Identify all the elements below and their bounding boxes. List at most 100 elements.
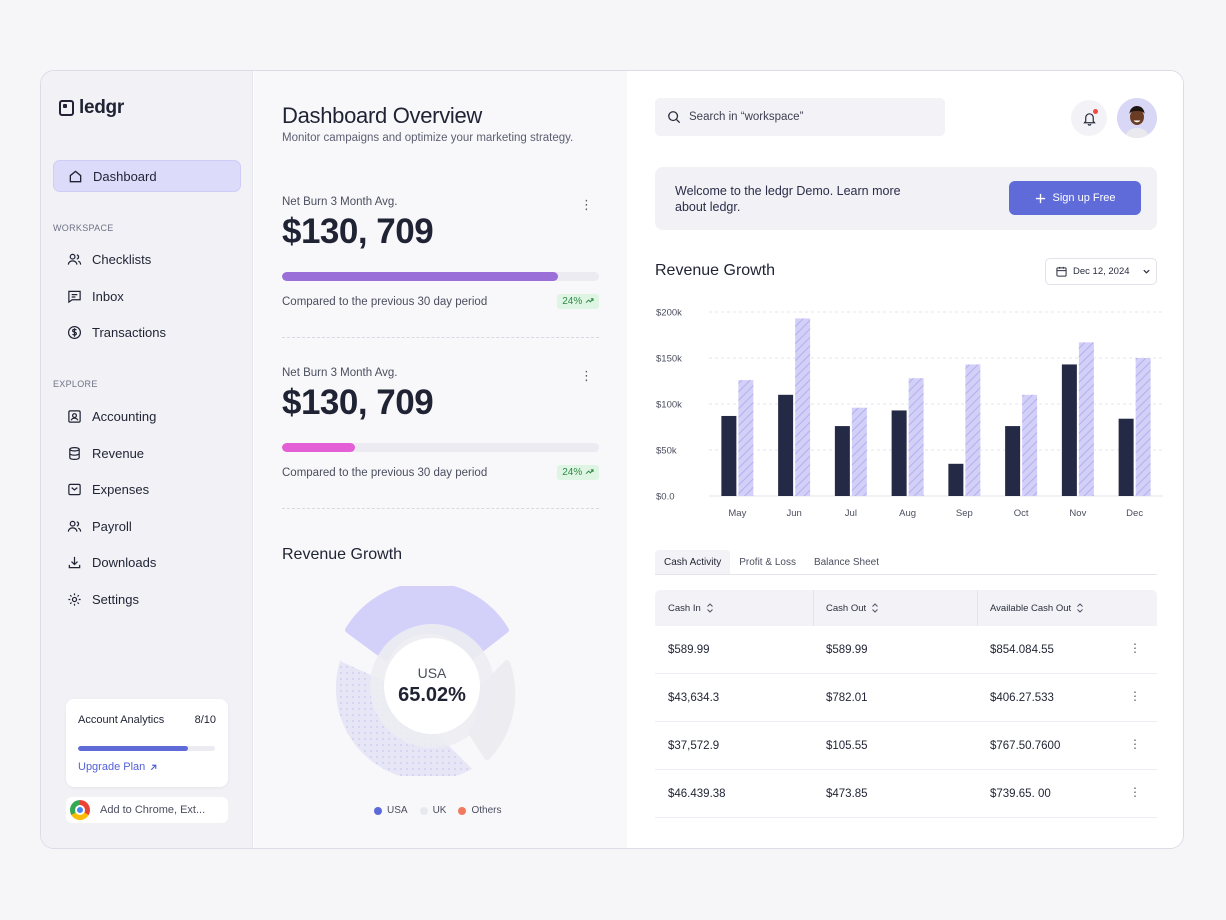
legend-dot [458, 806, 467, 815]
column-header-cash-in[interactable]: Cash In [668, 590, 714, 626]
table-cell: $473.85 [826, 788, 868, 800]
upgrade-plan-label: Upgrade Plan [78, 761, 146, 773]
sidebar-item-transactions[interactable]: Transactions [53, 316, 241, 348]
metric-value: $130, 709 [282, 383, 434, 422]
sidebar-item-revenue[interactable]: Revenue [53, 437, 241, 469]
avatar[interactable] [1117, 98, 1157, 138]
column-header-cash-out[interactable]: Cash Out [826, 590, 879, 626]
brand-logo[interactable]: ledgr [59, 97, 124, 119]
sidebar-item-checklists[interactable]: Checklists [53, 243, 241, 275]
plus-icon [1035, 193, 1045, 203]
bar-dark[interactable] [1061, 364, 1077, 496]
delta-badge: 24% [557, 294, 599, 309]
y-tick-label: $100k [656, 400, 682, 411]
table-cell: $739.65. 00 [990, 788, 1051, 800]
app-window: ledgr Dashboard WORKSPACE Checklists Inb… [40, 70, 1184, 849]
search-input[interactable]: Search in “workspace” [655, 98, 945, 136]
bar-dark[interactable] [891, 410, 907, 496]
metric-label: Net Burn 3 Month Avg. [282, 367, 398, 379]
table-row[interactable]: $46.439.38 $473.85 $739.65. 00 ⋮ [655, 770, 1157, 818]
bar-light[interactable] [1135, 358, 1151, 496]
sidebar-item-downloads[interactable]: Downloads [53, 546, 241, 578]
bar-light[interactable] [738, 380, 754, 496]
x-tick-label: Jun [786, 508, 801, 519]
sidebar-item-payroll[interactable]: Payroll [53, 510, 241, 542]
bar-dark[interactable] [1005, 426, 1021, 496]
table-row[interactable]: $37,572.9 $105.55 $767.50.7600 ⋮ [655, 722, 1157, 770]
metric-progress-track [282, 272, 599, 281]
tab-profit-loss[interactable]: Profit & Loss [739, 556, 796, 568]
donut-center-value: 65.02% [398, 684, 466, 706]
delta-value: 24% [562, 467, 583, 478]
sidebar-item-inbox[interactable]: Inbox [53, 280, 241, 312]
table-row[interactable]: $589.99 $589.99 $854.084.55 ⋮ [655, 626, 1157, 674]
cash-table: Cash In Cash Out Available Cash Out $589… [655, 590, 1157, 818]
y-tick-label: $150k [656, 354, 682, 365]
sidebar-item-accounting[interactable]: Accounting [53, 400, 241, 432]
y-tick-label: $50k [656, 446, 677, 457]
add-to-chrome-label: Add to Chrome, Ext... [100, 804, 206, 816]
page-title: Dashboard Overview [282, 103, 483, 128]
column-header-label: Cash Out [826, 602, 867, 614]
bar-light[interactable] [851, 407, 867, 496]
sign-up-button[interactable]: Sign up Free [1009, 181, 1141, 215]
row-menu-icon[interactable]: ⋮ [1129, 737, 1141, 751]
bar-dark[interactable] [1118, 418, 1134, 496]
delta-badge: 24% [557, 465, 599, 480]
column-header-available-cash-out[interactable]: Available Cash Out [990, 590, 1084, 626]
bar-dark[interactable] [721, 415, 737, 496]
bar-dark[interactable] [834, 426, 850, 496]
bar-light[interactable] [908, 378, 924, 496]
x-tick-label: Aug [899, 508, 916, 519]
avatar-image [1117, 98, 1157, 138]
bar-light[interactable] [1078, 342, 1094, 496]
sign-up-label: Sign up Free [1052, 192, 1116, 204]
bar-dark[interactable] [948, 463, 964, 496]
row-menu-icon[interactable]: ⋮ [1129, 689, 1141, 703]
upgrade-plan-link[interactable]: Upgrade Plan [78, 761, 158, 773]
workspace-section-label: WORKSPACE [53, 223, 114, 233]
sidebar-item-label: Transactions [92, 324, 166, 340]
x-tick-label: Sep [956, 508, 973, 519]
y-tick-label: $200k [656, 308, 682, 319]
donut-segment-others[interactable] [335, 661, 472, 781]
table-cell: $854.084.55 [990, 644, 1054, 656]
delta-value: 24% [562, 296, 583, 307]
sidebar-item-settings[interactable]: Settings [53, 583, 241, 615]
row-menu-icon[interactable]: ⋮ [1129, 641, 1141, 655]
analytics-title: Account Analytics [78, 714, 165, 726]
sidebar-item-label: Accounting [92, 408, 157, 424]
sidebar-item-dashboard[interactable]: Dashboard [53, 160, 241, 192]
calendar-icon [1056, 266, 1067, 277]
sort-icon [706, 603, 713, 613]
gear-icon [68, 592, 81, 606]
notifications-button[interactable] [1071, 100, 1107, 136]
donut-segment-uk[interactable] [468, 660, 516, 760]
x-tick-label: Dec [1126, 508, 1143, 519]
table-cell: $46.439.38 [668, 788, 726, 800]
date-picker[interactable]: Dec 12, 2024 [1045, 258, 1157, 285]
bar-light[interactable] [965, 364, 981, 496]
table-cell: $782.01 [826, 692, 868, 704]
column-divider [977, 590, 978, 626]
divider [282, 508, 599, 509]
row-menu-icon[interactable]: ⋮ [1129, 785, 1141, 799]
bar-light[interactable] [1022, 394, 1038, 496]
sidebar-item-expenses[interactable]: Expenses [53, 473, 241, 505]
donut-title: Revenue Growth [282, 546, 403, 563]
bar-light[interactable] [795, 318, 811, 496]
bar-dark[interactable] [778, 394, 794, 496]
contact-card-icon [68, 409, 81, 423]
search-icon [668, 111, 681, 124]
donut-segment-usa[interactable] [345, 582, 509, 661]
tab-balance-sheet[interactable]: Balance Sheet [813, 556, 880, 568]
column-divider [813, 590, 814, 626]
date-picker-value: Dec 12, 2024 [1073, 266, 1130, 277]
table-row[interactable]: $43,634.3 $782.01 $406.27.533 ⋮ [655, 674, 1157, 722]
table-cell: $105.55 [826, 740, 868, 752]
more-menu-icon[interactable]: ⋮ [580, 368, 593, 383]
more-menu-icon[interactable]: ⋮ [580, 197, 593, 212]
tab-cash-activity[interactable]: Cash Activity [655, 550, 731, 574]
table-cell: $406.27.533 [990, 692, 1054, 704]
add-to-chrome-button[interactable]: Add to Chrome, Ext... [66, 797, 228, 823]
